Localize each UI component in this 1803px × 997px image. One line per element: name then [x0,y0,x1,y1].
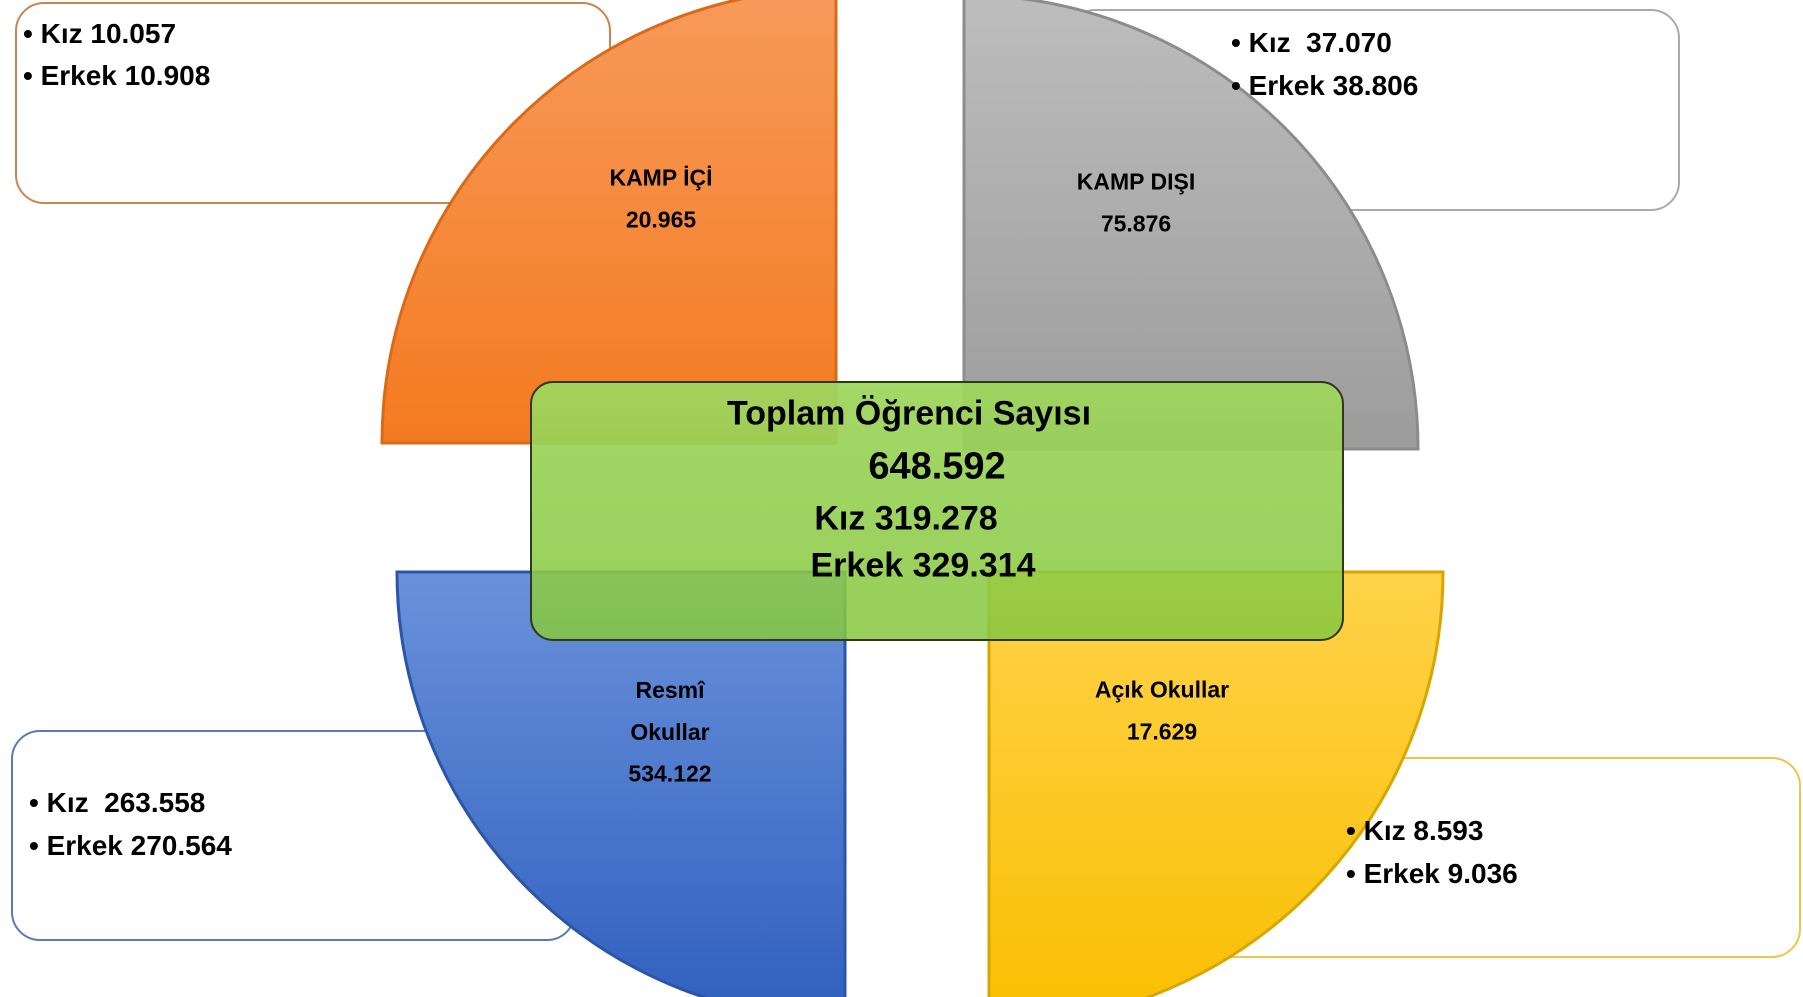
female-count: Kız 37.070 [1231,27,1392,59]
center-total: 648.592 [868,445,1006,488]
section-label: Açık Okullar [1094,676,1230,703]
male-count: Erkek 9.036 [1346,858,1518,890]
male-count: Erkek 38.806 [1231,70,1419,102]
section-label: KAMP DIŞI [1076,168,1196,195]
center-female: Kız 319.278 [814,499,998,538]
female-count: Kız 8.593 [1346,815,1484,847]
quarter-shape [395,570,847,997]
section-value: 534.122 [628,760,712,787]
section-value: 75.876 [1100,210,1172,237]
section-label: KAMP İÇİ [609,164,713,191]
center-title: Toplam Öğrenci Sayısı [726,394,1092,433]
center-male: Erkek 329.314 [810,546,1036,585]
quarter-shape [987,570,1445,997]
section-label: Resmî Okullar [630,677,710,745]
center-box [530,381,1344,641]
female-count: Kız 263.558 [29,787,206,819]
section-value: 17.629 [1126,718,1198,745]
male-count: Erkek 10.908 [23,60,211,92]
female-count: Kız 10.057 [23,18,176,50]
male-count: Erkek 270.564 [29,830,232,862]
quarter-shape [380,0,838,445]
section-value: 20.965 [625,206,697,233]
quarter-shape [962,0,1420,451]
